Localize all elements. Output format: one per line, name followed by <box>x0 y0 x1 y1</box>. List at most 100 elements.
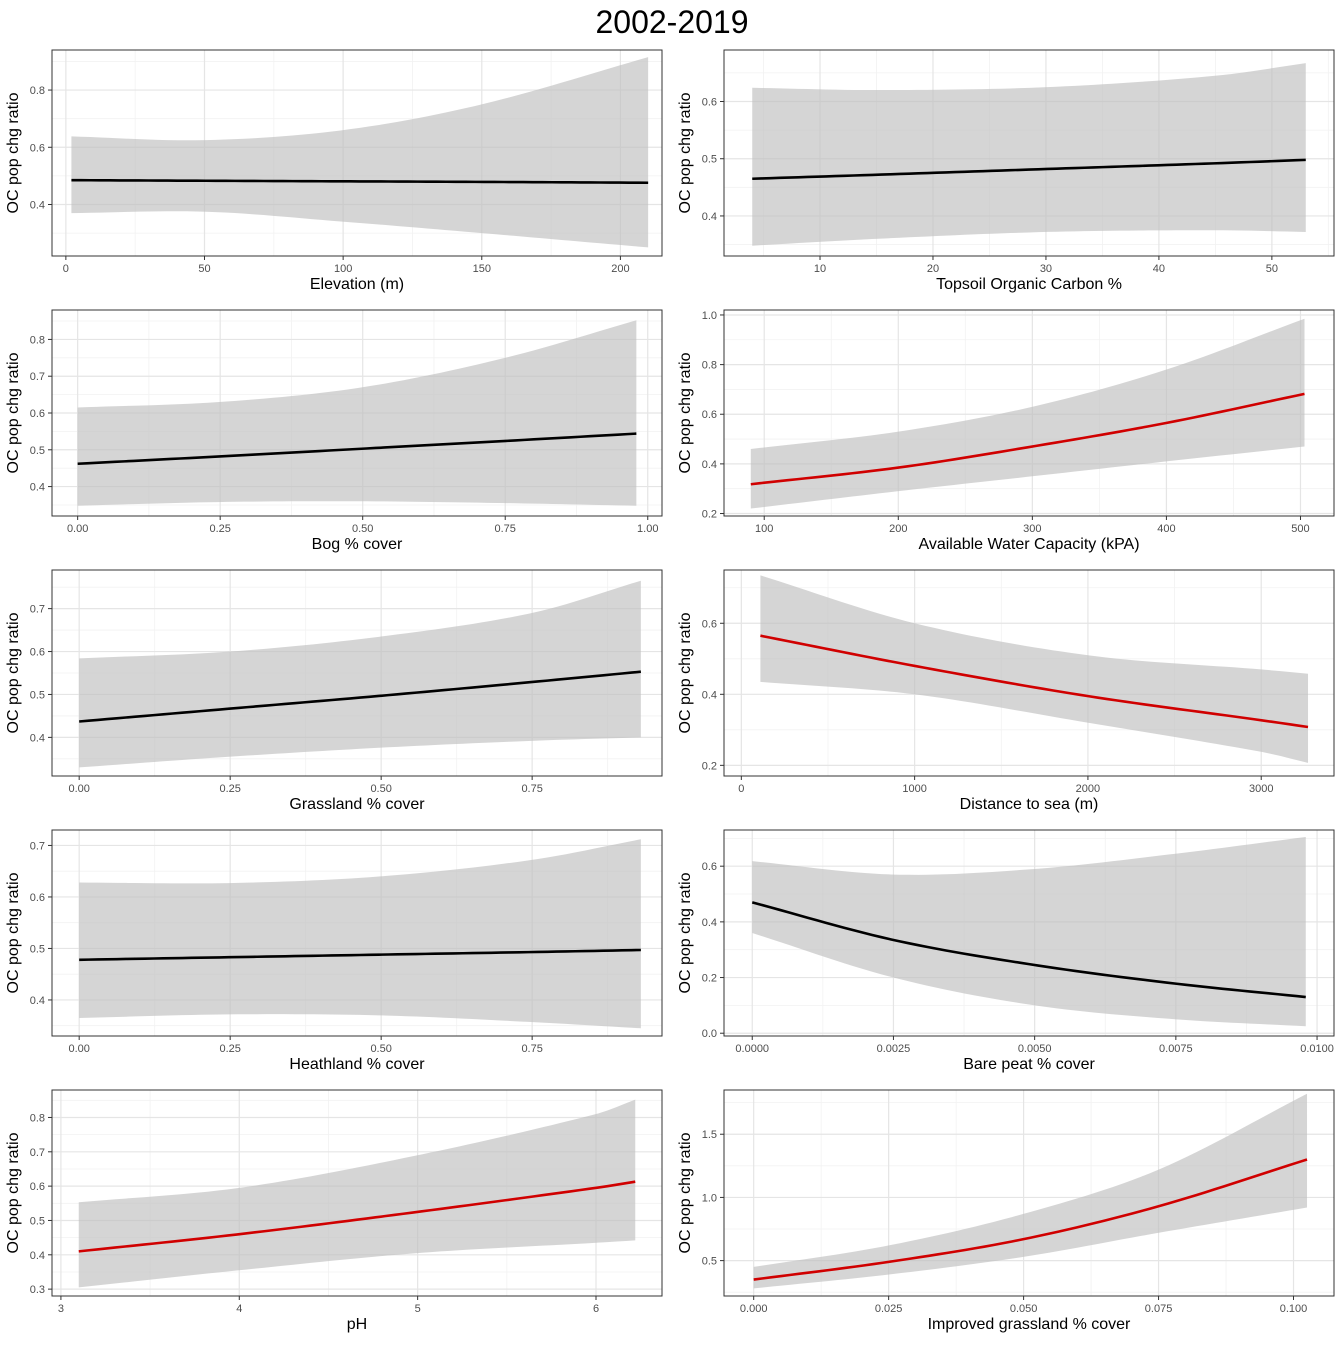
confidence-ribbon <box>760 575 1309 763</box>
x-axis-label: Distance to sea (m) <box>959 796 1099 813</box>
fitted-line <box>78 1180 636 1253</box>
y-tick-label: 0.5 <box>30 943 45 955</box>
fitted-line <box>77 432 637 466</box>
chart-svg: 0.00 0.25 0.50 0.75 1.00 0.4 0.5 0.6 0.7 0.8 <box>30 309 663 535</box>
x-tick-label: 0.00 <box>68 1043 89 1055</box>
x-tick-label: 2000 <box>1076 783 1100 795</box>
y-tick-label: 0.5 <box>702 1256 717 1268</box>
confidence-ribbon <box>79 839 641 1029</box>
chart-panel-6: 0 1000 2000 3000 0.2 0.4 0.6 Distance to sea (m… <box>672 569 1344 830</box>
y-tick-label: 0.4 <box>30 732 45 744</box>
confidence-ribbon <box>78 1099 636 1288</box>
x-tick-label: 500 <box>1291 523 1309 535</box>
x-tick-label: 0.050 <box>1010 1303 1038 1315</box>
chart-panel-4: 100 200 300 400 500 0.2 0.4 0.6 0.8 1.0 Available … <box>672 309 1344 570</box>
confidence-ribbon <box>71 57 649 248</box>
x-tick-label: 200 <box>889 523 907 535</box>
x-tick-label: 30 <box>1040 263 1052 275</box>
y-tick-label: 0.3 <box>30 1284 45 1296</box>
x-tick-label: 0.25 <box>209 523 230 535</box>
y-tick-label: 0.2 <box>702 760 717 772</box>
fitted-line <box>752 158 1306 181</box>
x-tick-label: 0.100 <box>1280 1303 1308 1315</box>
plot-frame <box>723 829 1335 1037</box>
chart-panel-8: 0.0000 0.0025 0.0050 0.0075 0.0100 0.0 0.2 0.4 0… <box>672 829 1344 1090</box>
y-axis-label: OC pop chg ratio <box>677 872 694 994</box>
fitted-line <box>753 1158 1308 1281</box>
plot-frame <box>723 1089 1335 1297</box>
y-tick-label: 0.8 <box>30 334 45 346</box>
confidence-ribbon <box>79 580 641 768</box>
chart-panel-2: 10 20 30 40 50 0.4 0.5 0.6 Topsoil Organic Carbo… <box>672 49 1344 310</box>
x-tick-label: 0.0000 <box>735 1043 769 1055</box>
x-axis-label: Heathland % cover <box>289 1056 425 1073</box>
confidence-ribbon <box>77 320 637 506</box>
x-tick-label: 0.025 <box>875 1303 903 1315</box>
chart-svg: 0.00 0.25 0.50 0.75 0.4 0.5 0.6 0.7 <box>30 569 663 795</box>
y-axis-label: OC pop chg ratio <box>677 1132 694 1254</box>
y-axis-label: OC pop chg ratio <box>677 612 694 734</box>
y-tick-label: 0.7 <box>30 604 45 616</box>
x-tick-label: 6 <box>593 1303 599 1315</box>
x-tick-label: 0.0100 <box>1300 1043 1334 1055</box>
y-tick-label: 0.6 <box>702 618 717 630</box>
x-tick-label: 10 <box>814 263 826 275</box>
plot-frame <box>723 569 1335 777</box>
x-tick-label: 0.25 <box>219 1043 240 1055</box>
x-tick-label: 0 <box>63 263 69 275</box>
chart-panel-3: 0.00 0.25 0.50 0.75 1.00 0.4 0.5 0.6 0.7 0.8 Bog %… <box>0 309 672 570</box>
y-tick-label: 0.6 <box>30 647 45 659</box>
x-tick-label: 100 <box>755 523 773 535</box>
x-tick-label: 50 <box>1266 263 1278 275</box>
x-axis-label: Available Water Capacity (kPA) <box>918 536 1140 553</box>
x-tick-label: 0.0050 <box>1018 1043 1052 1055</box>
x-tick-label: 100 <box>334 263 352 275</box>
y-tick-label: 1.0 <box>702 310 717 322</box>
chart-svg: 0.00 0.25 0.50 0.75 0.4 0.5 0.6 0.7 <box>30 829 663 1055</box>
x-tick-label: 20 <box>927 263 939 275</box>
chart-panel-1: 0 50 100 150 200 0.4 0.6 0.8 Elevation (m) OC pop… <box>0 49 672 310</box>
plot-frame <box>51 569 663 777</box>
fitted-line <box>79 948 641 962</box>
x-tick-label: 400 <box>1157 523 1175 535</box>
y-tick-label: 0.2 <box>702 509 717 521</box>
chart-panel-10: 0.000 0.025 0.050 0.075 0.100 0.5 1.0 1.5 Improv… <box>672 1089 1344 1350</box>
x-tick-label: 4 <box>236 1303 242 1315</box>
x-tick-label: 300 <box>1023 523 1041 535</box>
fitted-line <box>71 178 649 185</box>
x-tick-label: 0.00 <box>68 783 89 795</box>
x-tick-label: 0.25 <box>219 783 240 795</box>
x-tick-label: 0.50 <box>352 523 373 535</box>
x-tick-label: 0 <box>738 783 744 795</box>
y-axis-label: OC pop chg ratio <box>5 1132 22 1254</box>
y-tick-label: 0.4 <box>30 482 45 494</box>
plot-frame <box>51 1089 663 1297</box>
y-tick-label: 0.8 <box>30 1112 45 1124</box>
x-tick-label: 5 <box>415 1303 421 1315</box>
y-tick-label: 0.4 <box>30 200 45 212</box>
plot-frame <box>723 49 1335 257</box>
y-tick-label: 0.4 <box>702 917 717 929</box>
chart-svg: 100 200 300 400 500 0.2 0.4 0.6 0.8 1.0 <box>702 309 1335 535</box>
x-tick-label: 0.0075 <box>1159 1043 1193 1055</box>
y-tick-label: 0.6 <box>702 861 717 873</box>
confidence-ribbon <box>752 63 1306 246</box>
x-tick-label: 0.75 <box>521 1043 542 1055</box>
chart-svg: 0 1000 2000 3000 0.2 0.4 0.6 <box>702 569 1335 795</box>
fitted-line <box>750 392 1305 486</box>
chart-panel-7: 0.00 0.25 0.50 0.75 0.4 0.5 0.6 0.7 Heathland % … <box>0 829 672 1090</box>
chart-panel-5: 0.00 0.25 0.50 0.75 0.4 0.5 0.6 0.7 Grassland % … <box>0 569 672 830</box>
y-axis-label: OC pop chg ratio <box>677 92 694 214</box>
y-tick-label: 0.8 <box>30 85 45 97</box>
y-tick-label: 0.4 <box>30 995 45 1007</box>
y-tick-label: 0.5 <box>30 1215 45 1227</box>
y-tick-label: 0.6 <box>30 1181 45 1193</box>
x-tick-label: 0.00 <box>67 523 88 535</box>
x-tick-label: 0.50 <box>370 783 391 795</box>
chart-svg: 0 50 100 150 200 0.4 0.6 0.8 <box>30 49 663 275</box>
x-tick-label: 3000 <box>1249 783 1273 795</box>
fitted-line <box>79 670 641 723</box>
y-tick-label: 0.4 <box>702 459 717 471</box>
y-tick-label: 0.0 <box>702 1028 717 1040</box>
plot-frame <box>51 49 663 257</box>
